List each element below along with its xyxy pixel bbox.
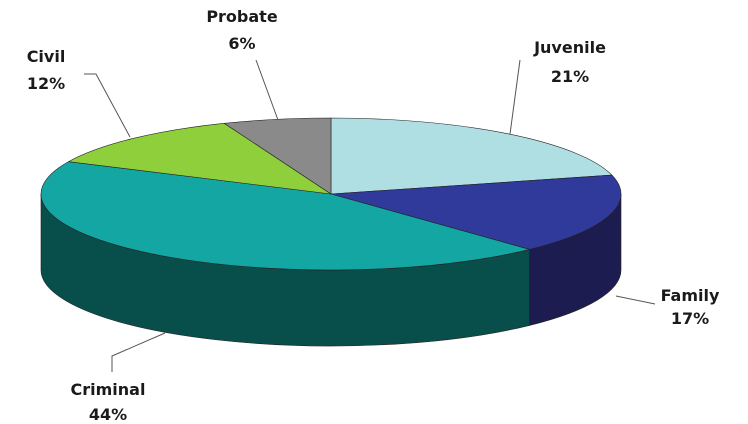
pie-slice-juvenile: [330, 117, 613, 195]
slice-label-civil: Civil: [27, 47, 66, 66]
pie-sides: [40, 193, 622, 347]
slice-percent-juvenile: 21%: [551, 67, 589, 86]
slice-label-probate: Probate: [206, 7, 278, 26]
slice-percent-criminal: 44%: [89, 405, 127, 424]
leader-line-civil: [84, 73, 131, 138]
slice-label-juvenile: Juvenile: [533, 38, 606, 57]
slice-label-family: Family: [661, 286, 720, 305]
slice-percent-probate: 6%: [228, 34, 255, 53]
leader-line-juvenile: [509, 59, 521, 135]
slice-label-criminal: Criminal: [71, 380, 146, 399]
leader-line-family: [615, 295, 656, 305]
slice-percent-family: 17%: [671, 309, 709, 328]
pie-slice-family: [330, 174, 622, 250]
pie-labels: Juvenile 21% Family 17% Criminal 44% Civil 12% P…: [27, 7, 720, 424]
pie-slice-civil: [67, 123, 332, 195]
pie-top: [40, 117, 622, 271]
leader-line-criminal: [111, 332, 166, 372]
slice-percent-civil: 12%: [27, 74, 65, 93]
leader-line-probate: [255, 59, 279, 121]
pie-slice-probate: [223, 117, 332, 195]
pie-slice-criminal: [40, 161, 531, 271]
